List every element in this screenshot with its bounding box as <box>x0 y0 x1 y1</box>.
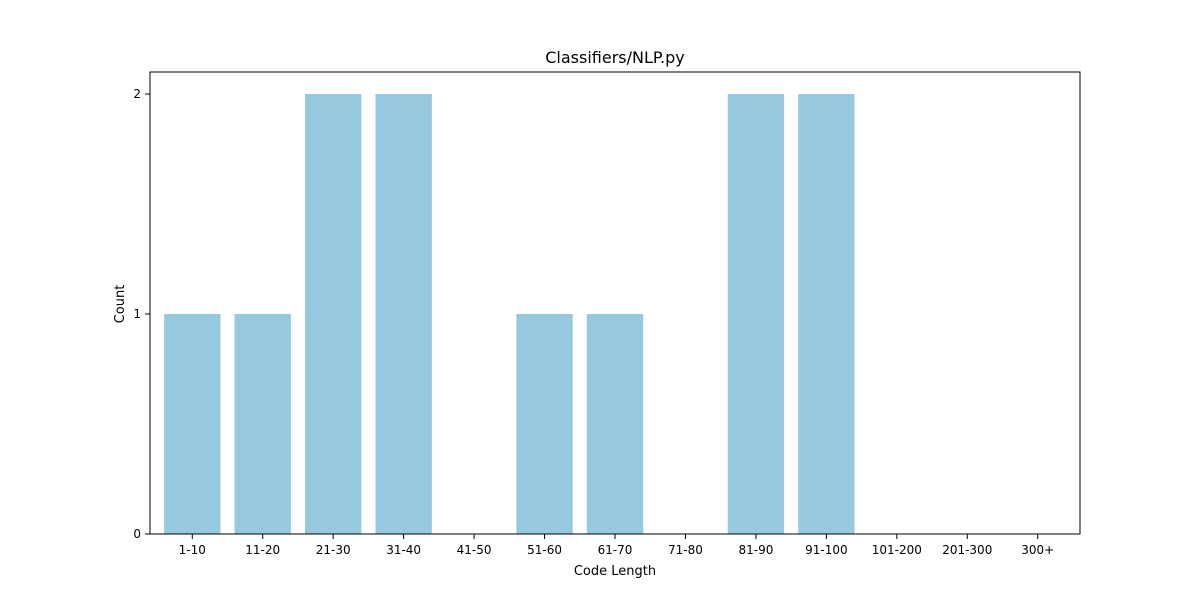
x-axis-label: Code Length <box>574 564 656 579</box>
x-tick-label: 91-100 <box>805 543 848 557</box>
y-tick-label: 1 <box>133 307 141 321</box>
x-tick-label: 1-10 <box>179 543 206 557</box>
bar-51-60 <box>516 314 573 534</box>
x-axis-ticks: 1-10 11-20 21-30 31-40 41-50 51-60 61-70 71-80 8… <box>179 534 1054 557</box>
bar-61-70 <box>586 314 644 534</box>
bars-layer <box>164 94 855 534</box>
y-axis-label: Count <box>113 285 128 324</box>
bar-1-10 <box>164 314 221 534</box>
x-tick-label: 201-300 <box>942 543 992 557</box>
x-tick-label: 61-70 <box>598 543 633 557</box>
x-tick-label: 71-80 <box>668 543 703 557</box>
y-tick-label: 2 <box>133 87 141 101</box>
bar-91-100 <box>798 94 855 534</box>
y-axis-ticks: 0 1 2 <box>133 87 150 541</box>
y-tick-label: 0 <box>133 527 141 541</box>
plot-frame <box>149 71 1081 535</box>
x-tick-label: 21-30 <box>316 543 351 557</box>
x-tick-label: 51-60 <box>527 543 562 557</box>
x-tick-label: 41-50 <box>457 543 492 557</box>
bar-11-20 <box>234 314 291 534</box>
x-tick-label: 11-20 <box>245 543 280 557</box>
x-tick-label: 81-90 <box>738 543 773 557</box>
chart-title: Classifiers/NLP.py <box>545 48 685 67</box>
x-tick-label: 101-200 <box>872 543 922 557</box>
x-tick-label: 300+ <box>1021 543 1054 557</box>
bar-81-90 <box>727 94 785 534</box>
x-tick-label: 31-40 <box>386 543 421 557</box>
bar-21-30 <box>305 94 362 534</box>
bar-31-40 <box>375 94 432 534</box>
